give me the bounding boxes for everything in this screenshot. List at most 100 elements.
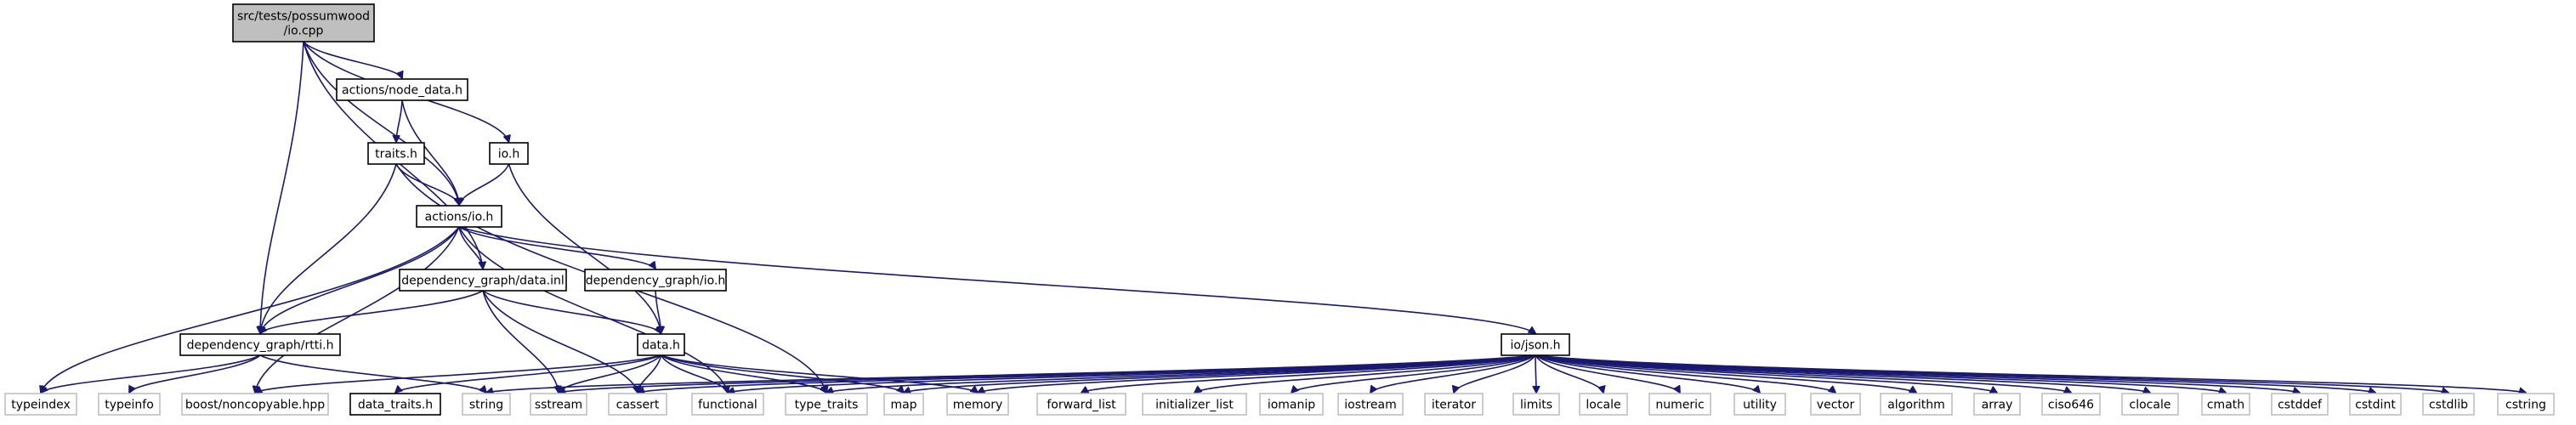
node-box <box>367 142 425 165</box>
node-label: initializer_list <box>1155 399 1234 412</box>
node-dg-rtti[interactable]: dependency_graph/rtti.h <box>179 333 341 356</box>
node-label: vector <box>1817 399 1855 412</box>
node-box <box>1142 393 1247 416</box>
node-dg-io[interactable]: dependency_graph/io.h <box>584 269 727 292</box>
node-forward-list[interactable]: forward_list <box>1036 393 1126 416</box>
edge-actions-io-to-dg-rtti <box>260 226 460 333</box>
dependency-edges <box>41 41 2526 393</box>
node-box <box>1973 393 2021 416</box>
node-box <box>2041 393 2101 416</box>
node-numeric[interactable]: numeric <box>1648 393 1711 416</box>
node-io-json[interactable]: io/json.h <box>1501 333 1570 356</box>
node-box <box>2349 393 2402 416</box>
node-box <box>416 205 502 228</box>
edge-root-to-actions-io <box>303 41 459 205</box>
node-label: numeric <box>1655 399 1704 412</box>
node-label: memory <box>953 399 1003 412</box>
node-box <box>1501 333 1570 356</box>
node-label: cstdlib <box>2429 399 2468 412</box>
node-label: iostream <box>1344 399 1397 412</box>
node-cassert[interactable]: cassert <box>608 393 667 416</box>
node-clocale[interactable]: clocale <box>2121 393 2179 416</box>
node-box <box>4 393 77 416</box>
node-cstddef[interactable]: cstddef <box>2271 393 2329 416</box>
edge-actions-io-to-typeindex <box>41 226 460 393</box>
edge-data-h-to-memory <box>661 354 979 393</box>
node-array[interactable]: array <box>1973 393 2021 416</box>
node-iterator[interactable]: iterator <box>1424 393 1484 416</box>
node-box <box>179 333 341 356</box>
node-traits[interactable]: traits.h <box>367 142 425 165</box>
edge-data-h-to-boost-noncopyable <box>255 354 661 393</box>
node-box <box>2422 393 2475 416</box>
node-label: cstring <box>2505 399 2546 412</box>
edge-data-h-to-data-traits <box>395 354 661 393</box>
edge-root-to-dg-rtti <box>260 41 304 333</box>
node-locale[interactable]: locale <box>1579 393 1628 416</box>
node-label: iomanip <box>1268 399 1315 412</box>
node-cstdlib[interactable]: cstdlib <box>2422 393 2475 416</box>
node-cmath[interactable]: cmath <box>2201 393 2250 416</box>
node-label: array <box>1982 399 2013 412</box>
node-label: clocale <box>2130 399 2171 412</box>
node-box <box>584 269 727 292</box>
edge-io-json-to-limits <box>1535 354 1536 393</box>
node-boost-noncopyable[interactable]: boost/noncopyable.hpp <box>181 393 329 416</box>
node-box <box>946 393 1009 416</box>
edge-traits-to-actions-io <box>395 163 459 205</box>
node-box <box>1579 393 1628 416</box>
header-nodes: src/tests/possumwood/io.cpp actions/node_… <box>4 3 2555 416</box>
node-box <box>1259 393 1324 416</box>
node-iomanip[interactable]: iomanip <box>1259 393 1324 416</box>
node-label: string <box>469 399 503 412</box>
edge-io-json-to-cstring <box>1535 354 2526 393</box>
node-box <box>1648 393 1711 416</box>
edge-actions-io-to-io-json <box>458 226 1535 333</box>
node-io-h[interactable]: io.h <box>489 142 529 165</box>
node-label: typeinfo <box>105 399 154 412</box>
node-box <box>883 393 924 416</box>
node-iostream[interactable]: iostream <box>1337 393 1404 416</box>
node-label: algorithm <box>1887 399 1945 412</box>
node-cstdint[interactable]: cstdint <box>2349 393 2402 416</box>
node-actions-io[interactable]: actions/io.h <box>416 205 502 228</box>
node-label: actions/node_data.h <box>342 84 462 98</box>
node-vector[interactable]: vector <box>1810 393 1861 416</box>
node-cstring[interactable]: cstring <box>2497 393 2555 416</box>
node-initializer-list[interactable]: initializer_list <box>1142 393 1247 416</box>
node-box <box>637 333 685 356</box>
node-box <box>530 393 587 416</box>
node-typeindex[interactable]: typeindex <box>4 393 77 416</box>
node-type-traits[interactable]: type_traits <box>785 393 868 416</box>
node-actions-node-data[interactable]: actions/node_data.h <box>336 78 468 101</box>
node-map[interactable]: map <box>883 393 924 416</box>
node-ciso646[interactable]: ciso646 <box>2041 393 2101 416</box>
node-utility[interactable]: utility <box>1733 393 1786 416</box>
node-data-h[interactable]: data.h <box>637 333 685 356</box>
edge-actions-io-to-dg-data-inl <box>458 226 483 269</box>
edge-io-json-to-memory <box>978 354 1536 393</box>
edge-io-h-to-actions-io <box>459 163 510 205</box>
edge-dg-rtti-to-string <box>259 354 486 393</box>
node-root[interactable]: src/tests/possumwood/io.cpp <box>232 3 375 42</box>
edge-io-json-to-iostream <box>1370 354 1536 393</box>
node-algorithm[interactable]: algorithm <box>1880 393 1953 416</box>
node-label: cstddef <box>2278 399 2323 412</box>
edge-io-json-to-numeric <box>1535 354 1680 393</box>
node-label: io/json.h <box>1510 339 1560 353</box>
node-box <box>691 393 764 416</box>
node-data-traits[interactable]: data_traits.h <box>349 393 441 416</box>
node-dg-data-inl[interactable]: dependency_graph/data.inl <box>399 269 567 292</box>
node-typeinfo[interactable]: typeinfo <box>98 393 161 416</box>
node-limits[interactable]: limits <box>1512 393 1560 416</box>
node-functional[interactable]: functional <box>691 393 764 416</box>
node-label: dependency_graph/io.h <box>586 275 725 288</box>
node-label: map <box>890 399 916 412</box>
edge-dg-data-inl-to-data-h <box>482 290 661 333</box>
node-memory[interactable]: memory <box>946 393 1009 416</box>
node-string[interactable]: string <box>462 393 511 416</box>
node-sstream[interactable]: sstream <box>530 393 587 416</box>
edge-dg-rtti-to-typeindex <box>41 354 261 393</box>
node-label: cassert <box>616 399 660 412</box>
